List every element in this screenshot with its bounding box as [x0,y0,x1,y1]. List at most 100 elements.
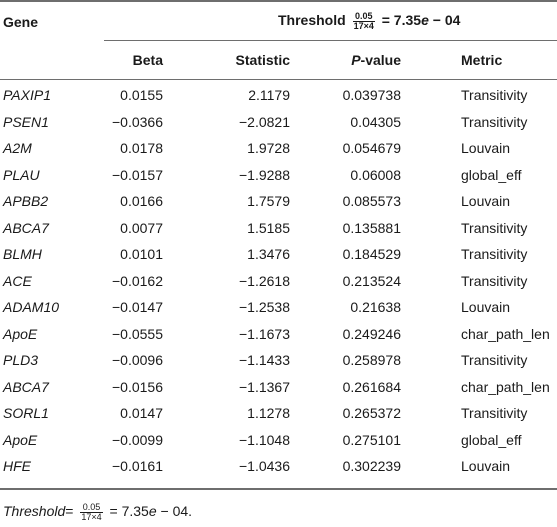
pvalue-cell: 0.213524 [342,273,401,289]
threshold-value: = 7.35 [381,12,422,28]
table-footnote: Threshold= 0.05 17×4 = 7.35e − 04. [3,500,192,522]
gene-cell: ApoE [3,432,38,448]
beta-cell: −0.0099 [112,432,163,448]
threshold-underline [104,40,557,41]
threshold-exp-e: e [421,12,429,28]
pvalue-header-rest: -value [360,52,401,68]
gene-cell: ABCA7 [3,379,49,395]
top-rule [0,0,557,2]
pvalue-cell: 0.302239 [342,458,401,474]
footnote-eq: = [65,503,74,519]
gene-cell: PLD3 [3,352,39,368]
threshold-denominator: 17×4 [353,20,374,31]
beta-cell: −0.0162 [112,273,163,289]
metric-cell: Louvain [461,193,511,209]
metric-cell: Transitivity [461,114,528,130]
statistic-column-header: Statistic [235,52,290,68]
beta-cell: −0.0147 [112,299,163,315]
gene-cell: ACE [3,273,32,289]
gene-cell: SORL1 [3,405,49,421]
gene-cell: A2M [3,140,32,156]
pvalue-header-p: P [351,52,361,68]
pvalue-cell: 0.21638 [350,299,401,315]
metric-cell: Louvain [461,140,511,156]
statistic-cell: 1.9728 [247,140,290,156]
gene-cell: PSEN1 [3,114,49,130]
header-rule [0,79,557,80]
statistic-cell: −1.1048 [239,432,290,448]
statistic-cell: −1.1367 [239,379,290,395]
gene-cell: ApoE [3,326,38,342]
beta-cell: 0.0155 [120,87,163,103]
metric-cell: Transitivity [461,87,528,103]
statistic-cell: −1.9288 [239,167,290,183]
pvalue-cell: 0.054679 [342,140,401,156]
footnote-denominator: 17×4 [81,511,102,522]
threshold-numerator: 0.05 [352,11,375,22]
threshold-label: Threshold [278,12,346,28]
statistic-cell: −1.0436 [239,458,290,474]
metric-column-header: Metric [461,52,503,68]
footnote-value: = 7.35 [109,503,149,519]
pvalue-cell: 0.249246 [342,326,401,342]
footnote-exp-e: e [148,503,157,519]
threshold-header: Threshold 0.05 17×4 = 7.35e − 04 [278,9,460,31]
pvalue-cell: 0.261684 [342,379,401,395]
statistic-cell: −1.2618 [239,273,290,289]
beta-column-header: Beta [132,52,163,68]
metric-cell: Transitivity [461,246,528,262]
gene-cell: APBB2 [3,193,49,209]
beta-cell: −0.0555 [112,326,163,342]
pvalue-cell: 0.039738 [342,87,401,103]
metric-cell: Transitivity [461,405,528,421]
gene-cell: PAXIP1 [3,87,51,103]
beta-cell: −0.0096 [112,352,163,368]
beta-cell: −0.0156 [112,379,163,395]
gene-cell: ADAM10 [3,299,60,315]
beta-cell: 0.0101 [120,246,163,262]
bottom-rule [0,488,557,490]
beta-cell: 0.0077 [120,220,163,236]
statistic-cell: 1.3476 [247,246,290,262]
metric-cell: global_eff [461,432,522,448]
statistic-cell: 1.1278 [247,405,290,421]
metric-cell: Transitivity [461,352,528,368]
pvalue-cell: 0.258978 [342,352,401,368]
statistic-cell: 1.5185 [247,220,290,236]
beta-cell: 0.0178 [120,140,163,156]
pvalue-cell: 0.135881 [342,220,401,236]
gene-cell: ABCA7 [3,220,49,236]
gene-column-header: Gene [3,14,39,30]
pvalue-cell: 0.04305 [350,114,401,130]
pvalue-cell: 0.265372 [342,405,401,421]
gene-cell: PLAU [3,167,40,183]
beta-cell: −0.0157 [112,167,163,183]
metric-cell: Transitivity [461,220,528,236]
metric-cell: Louvain [461,299,511,315]
pvalue-cell: 0.184529 [342,246,401,262]
footnote-exponent: − 04. [160,503,193,519]
statistic-cell: 2.1179 [248,87,290,103]
gene-cell: HFE [3,458,31,474]
gene-cell: BLMH [3,246,42,262]
metric-cell: Transitivity [461,273,528,289]
beta-cell: −0.0161 [112,458,163,474]
metric-cell: Louvain [461,458,511,474]
footnote-numerator: 0.05 [80,502,103,513]
metric-cell: char_path_len [461,326,550,342]
threshold-fraction: 0.05 17×4 [352,11,375,31]
statistic-cell: −1.1433 [239,352,290,368]
pvalue-cell: 0.275101 [342,432,401,448]
beta-cell: −0.0366 [112,114,163,130]
pvalue-column-header: P-value [351,52,401,68]
pvalue-cell: 0.06008 [350,167,401,183]
statistic-cell: 1.7579 [247,193,290,209]
beta-cell: 0.0166 [120,193,163,209]
metric-cell: char_path_len [461,379,550,395]
beta-cell: 0.0147 [120,405,163,421]
metric-cell: global_eff [461,167,522,183]
footnote-fraction: 0.05 17×4 [80,502,103,522]
pvalue-cell: 0.085573 [342,193,401,209]
statistic-cell: −1.1673 [239,326,290,342]
statistic-cell: −2.0821 [239,114,290,130]
